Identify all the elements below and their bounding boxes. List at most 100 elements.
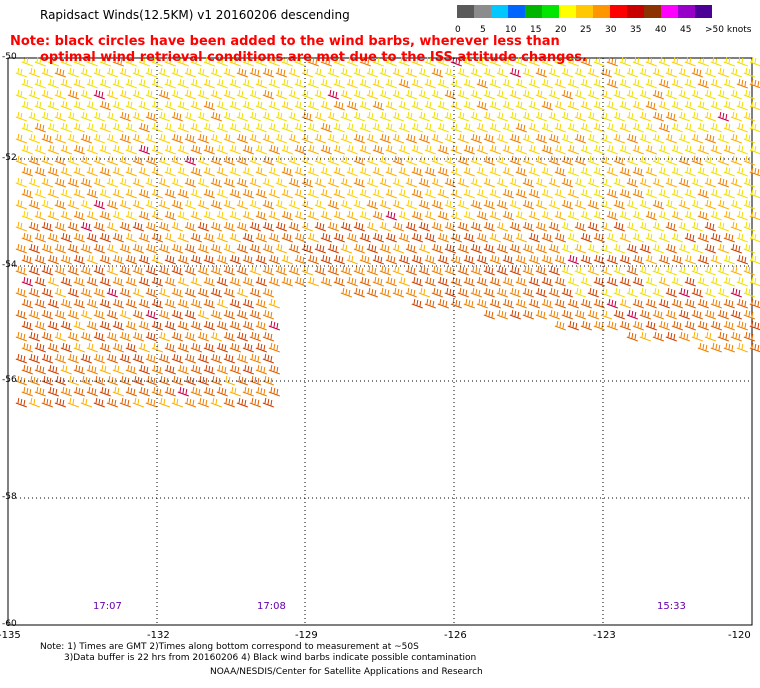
- wind-barb: [28, 397, 40, 408]
- wind-barb: [119, 309, 131, 320]
- wind-barb: [255, 166, 267, 177]
- wind-barb: [340, 155, 352, 166]
- wind-barb: [320, 144, 332, 155]
- wind-barb: [86, 320, 98, 331]
- wind-barb: [593, 100, 605, 111]
- wind-barb: [639, 89, 651, 100]
- wind-barb: [613, 67, 625, 78]
- wind-barb: [255, 188, 267, 199]
- wind-barb: [151, 232, 163, 243]
- wind-barb: [119, 133, 131, 144]
- wind-barb: [405, 111, 417, 122]
- wind-barb: [593, 78, 605, 89]
- wind-barb: [483, 287, 495, 298]
- wind-barb: [67, 177, 79, 188]
- wind-barb: [268, 210, 280, 221]
- wind-barb: [392, 67, 404, 78]
- wind-barb: [431, 287, 443, 298]
- wind-barb: [86, 100, 98, 111]
- wind-barb: [34, 386, 46, 397]
- wind-barb: [275, 177, 287, 188]
- wind-barb: [184, 287, 196, 298]
- wind-barb: [34, 100, 46, 111]
- wind-barb: [138, 342, 150, 353]
- wind-barb: [249, 89, 261, 100]
- wind-barb: [353, 67, 365, 78]
- wind-barb: [359, 144, 371, 155]
- wind-barb: [593, 276, 605, 287]
- wind-barb: [723, 276, 735, 287]
- wind-barb: [385, 122, 397, 133]
- wind-barb: [171, 67, 183, 78]
- wind-barb: [28, 67, 40, 78]
- wind-barb: [60, 364, 72, 375]
- wind-barb: [60, 254, 72, 265]
- wind-barb: [307, 188, 319, 199]
- wind-barb: [496, 309, 508, 320]
- legend-label: 10: [505, 25, 517, 35]
- wind-barb: [229, 100, 241, 111]
- wind-barb: [307, 254, 319, 265]
- wind-barb: [697, 232, 709, 243]
- wind-barb: [535, 89, 547, 100]
- wind-barb: [658, 78, 670, 89]
- wind-barb: [385, 232, 397, 243]
- wind-barb: [210, 309, 222, 320]
- wind-barb: [619, 254, 631, 265]
- wind-barb: [704, 133, 716, 144]
- wind-barb: [652, 155, 664, 166]
- wind-barb: [561, 155, 573, 166]
- wind-barb: [67, 89, 79, 100]
- wind-barb: [106, 397, 118, 408]
- wind-barb: [613, 309, 625, 320]
- wind-barb: [431, 155, 443, 166]
- wind-barb: [457, 177, 469, 188]
- wind-barb: [21, 342, 33, 353]
- wind-barb: [658, 56, 670, 67]
- wind-barb: [242, 364, 254, 375]
- wind-barb: [242, 56, 254, 67]
- wind-barb: [158, 177, 170, 188]
- wind-barb: [366, 67, 378, 78]
- wind-barb: [164, 78, 176, 89]
- wind-barb: [197, 89, 209, 100]
- wind-barb: [522, 133, 534, 144]
- wind-barb: [288, 199, 300, 210]
- wind-barb: [268, 320, 280, 331]
- wind-barb: [684, 254, 696, 265]
- wind-barb: [106, 221, 118, 232]
- wind-barb: [515, 276, 527, 287]
- wind-barb: [684, 56, 696, 67]
- wind-barb: [652, 331, 664, 342]
- wind-barb: [275, 265, 287, 276]
- wind-barb: [658, 188, 670, 199]
- wind-barb: [528, 298, 540, 309]
- wind-barb: [548, 309, 560, 320]
- wind-barb: [372, 210, 384, 221]
- wind-barb: [268, 188, 280, 199]
- wind-barb: [470, 287, 482, 298]
- wind-barb: [645, 188, 657, 199]
- wind-barb: [684, 166, 696, 177]
- wind-barb: [678, 221, 690, 232]
- wind-barb: [340, 111, 352, 122]
- wind-barb: [444, 89, 456, 100]
- wind-barb: [197, 155, 209, 166]
- wind-barb: [112, 342, 124, 353]
- wind-barb: [658, 232, 670, 243]
- wind-barb: [112, 386, 124, 397]
- wind-barb: [626, 67, 638, 78]
- wind-barb: [411, 254, 423, 265]
- wind-barb: [580, 78, 592, 89]
- wind-barb: [593, 166, 605, 177]
- wind-barb: [229, 386, 241, 397]
- wind-barb: [281, 276, 293, 287]
- wind-barb: [60, 210, 72, 221]
- wind-barb: [652, 133, 664, 144]
- wind-barb: [593, 298, 605, 309]
- longitude-label: -120: [728, 630, 751, 641]
- wind-barb: [119, 397, 131, 408]
- wind-barb: [463, 166, 475, 177]
- wind-barb: [528, 78, 540, 89]
- wind-barb: [177, 78, 189, 89]
